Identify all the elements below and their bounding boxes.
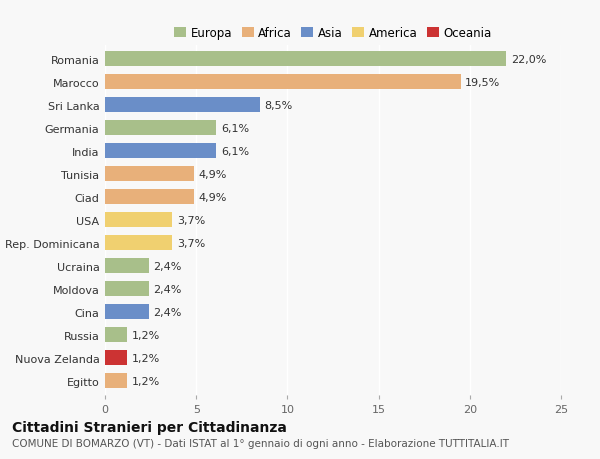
Bar (105, 236, 172, 251)
Text: 4,9%: 4,9% (199, 192, 227, 202)
Text: 1,2%: 1,2% (131, 353, 160, 363)
Text: 6,1%: 6,1% (221, 123, 249, 134)
Bar (105, 351, 127, 365)
Bar (105, 259, 149, 274)
Text: Cittadini Stranieri per Cittadinanza: Cittadini Stranieri per Cittadinanza (12, 420, 287, 434)
Text: 1,2%: 1,2% (131, 330, 160, 340)
Text: 8,5%: 8,5% (265, 101, 293, 111)
Text: 1,2%: 1,2% (131, 376, 160, 386)
Bar (105, 305, 149, 319)
Bar (105, 190, 194, 205)
Text: 3,7%: 3,7% (177, 215, 205, 225)
Text: 2,4%: 2,4% (154, 261, 182, 271)
Text: 19,5%: 19,5% (465, 78, 500, 88)
Bar (105, 374, 127, 388)
Bar (105, 144, 216, 159)
Text: COMUNE DI BOMARZO (VT) - Dati ISTAT al 1° gennaio di ogni anno - Elaborazione TU: COMUNE DI BOMARZO (VT) - Dati ISTAT al 1… (12, 438, 509, 448)
Text: 22,0%: 22,0% (511, 55, 546, 65)
Text: 2,4%: 2,4% (154, 284, 182, 294)
Legend: Europa, Africa, Asia, America, Oceania: Europa, Africa, Asia, America, Oceania (170, 22, 496, 45)
Bar (105, 75, 461, 90)
Bar (105, 213, 172, 228)
Bar (105, 98, 260, 113)
Bar (105, 52, 506, 67)
Text: 6,1%: 6,1% (221, 146, 249, 157)
Bar (105, 167, 194, 182)
Bar (105, 121, 216, 136)
Bar (105, 282, 149, 297)
Text: 4,9%: 4,9% (199, 169, 227, 179)
Bar (105, 328, 127, 342)
Text: 3,7%: 3,7% (177, 238, 205, 248)
Text: 2,4%: 2,4% (154, 307, 182, 317)
